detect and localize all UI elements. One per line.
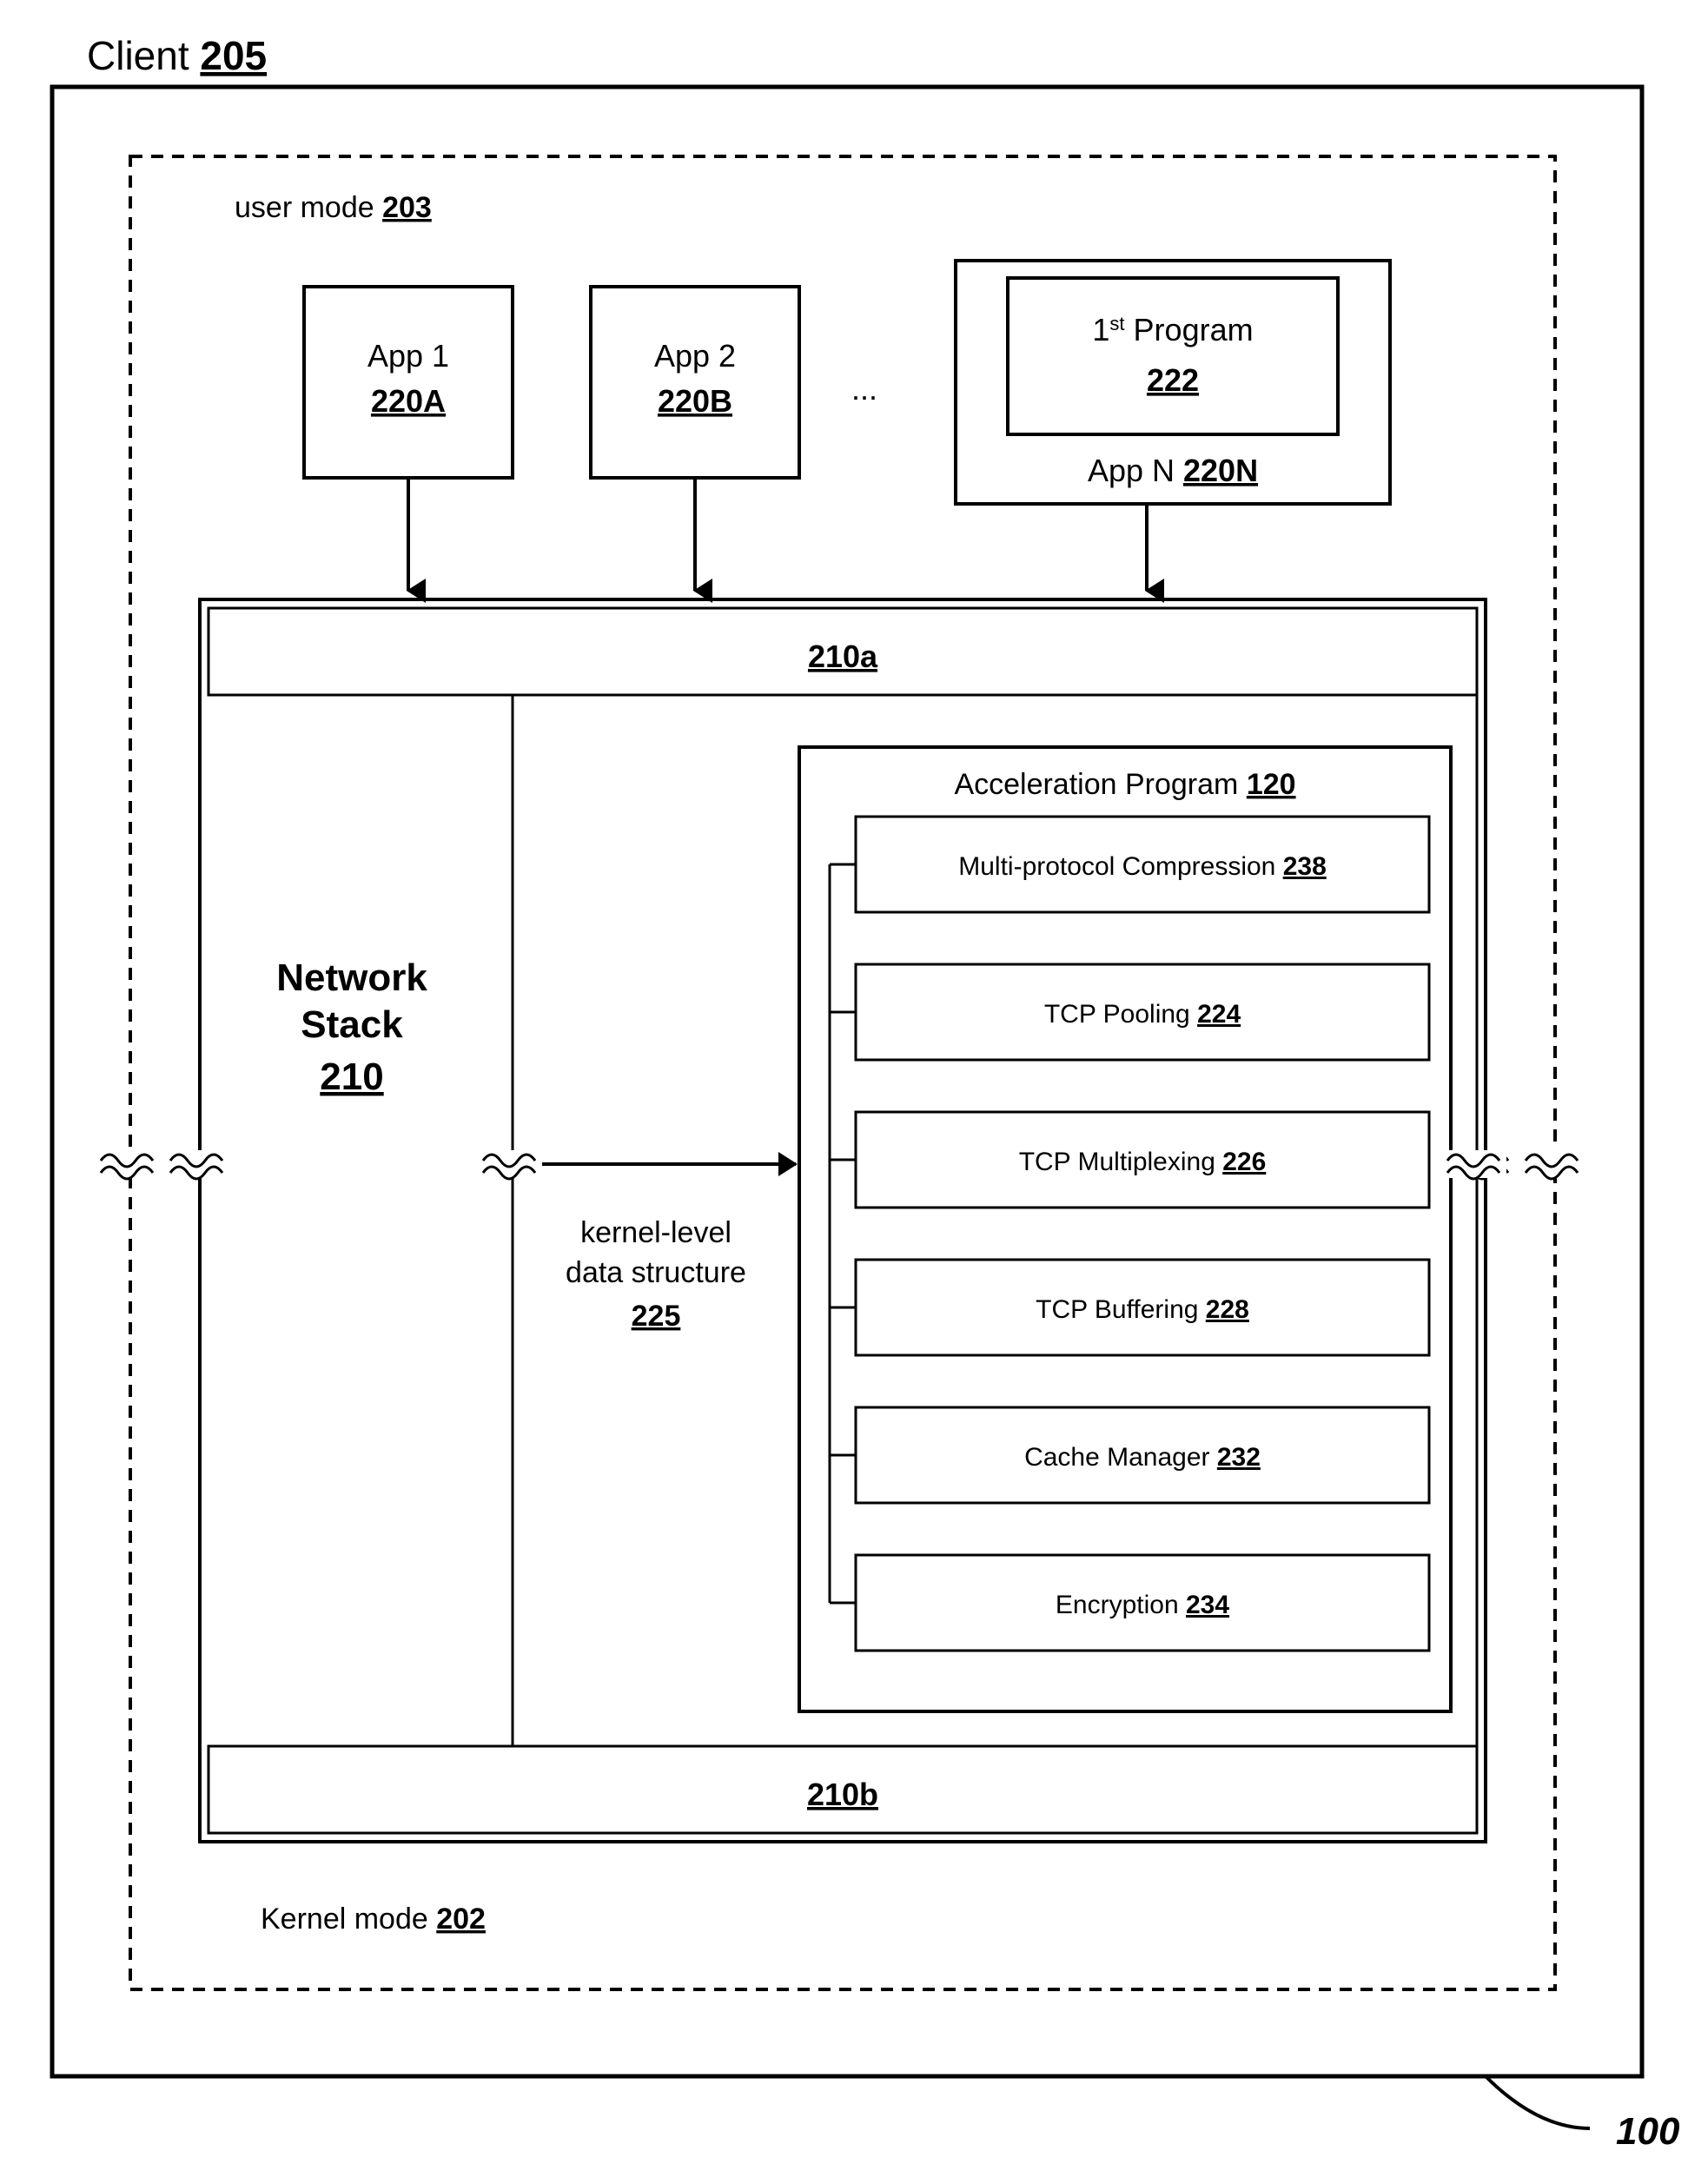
figref-label: 100	[1616, 2110, 1680, 2153]
accel-item-1-label: TCP Pooling 224	[1044, 1000, 1241, 1029]
canvas-bg	[0, 0, 1688, 2184]
accel-item-5-label: Encryption 234	[1056, 1591, 1229, 1619]
app2-box-ref: 220B	[658, 383, 732, 419]
app1-box-ref: 220A	[371, 383, 446, 419]
app1-box-label: App 1	[367, 338, 449, 374]
accel-item-3-label: TCP Buffering 228	[1036, 1295, 1249, 1324]
accel-item-2-label: TCP Multiplexing 226	[1019, 1148, 1267, 1176]
kernel-mode-label: Kernel mode 202	[261, 1903, 486, 1936]
user-mode-label: user mode 203	[235, 191, 432, 224]
accel-title: Acceleration Program 120	[954, 768, 1295, 801]
accel-item-4-label: Cache Manager 232	[1024, 1443, 1261, 1472]
kernel-ds-l1: kernel-level	[580, 1216, 731, 1249]
layer-210b-ref: 210b	[807, 1777, 878, 1812]
appN-label: App N 220N	[1088, 453, 1258, 488]
network-stack-label1: Network	[276, 956, 427, 999]
app2-box-label: App 2	[654, 338, 736, 374]
kernel-ds-ref: 225	[632, 1300, 681, 1333]
network-stack-ref: 210	[320, 1056, 383, 1098]
apps-ellipsis: ...	[851, 371, 877, 407]
accel-item-0-label: Multi-protocol Compression 238	[958, 852, 1327, 881]
first-program-ref: 222	[1147, 362, 1199, 398]
network-stack-label2: Stack	[301, 1003, 403, 1046]
client-title: Client 205	[87, 33, 267, 78]
kernel-ds-l2: data structure	[566, 1256, 746, 1289]
layer-210a-ref: 210a	[808, 639, 878, 674]
